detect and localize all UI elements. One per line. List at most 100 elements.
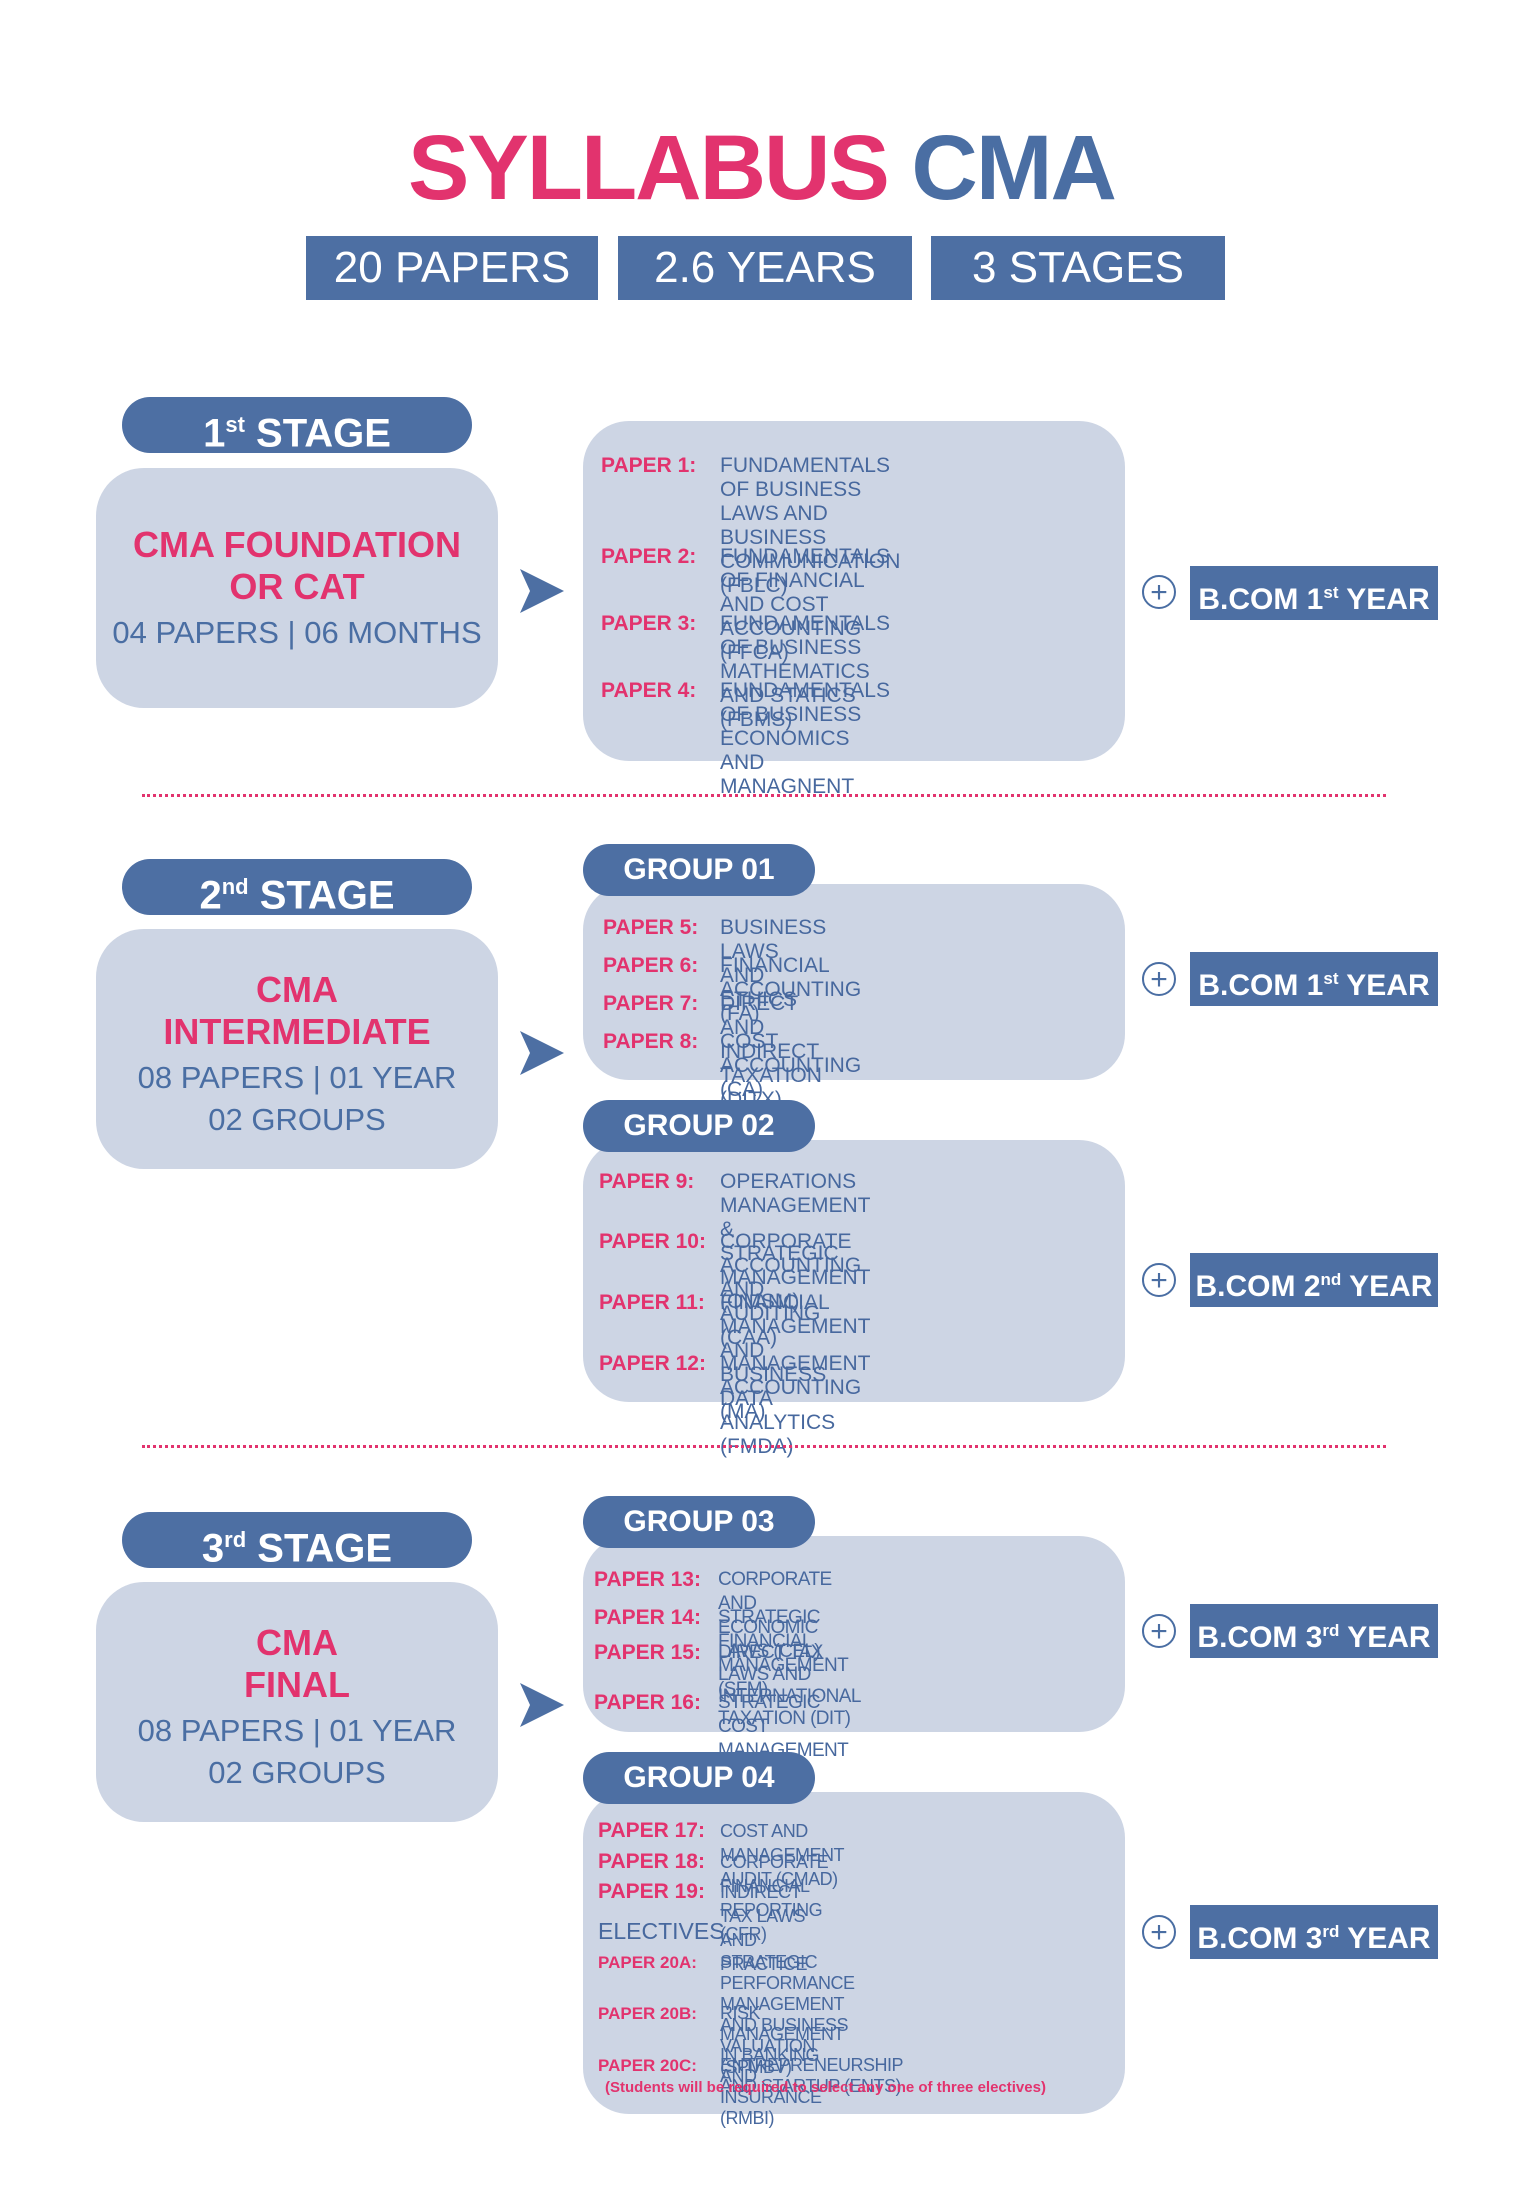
stage-3-sup: rd <box>224 1527 247 1552</box>
paper-title: DIRECT TAX LAWS AND INTERNATIONAL TAXATI… <box>718 1642 861 1729</box>
stage-3-sub-1: 08 PAPERS | 01 YEAR <box>137 1713 457 1748</box>
bcom-sup: st <box>1323 969 1339 988</box>
stage-2-sub-1: 08 PAPERS | 01 YEAR <box>137 1060 457 1095</box>
stage-2-num: 2 <box>199 873 222 918</box>
stage-3-word: STAGE <box>257 1526 393 1571</box>
stage-3-num: 3 <box>201 1526 225 1571</box>
paper-title: COST ACCOUNTING (CA) <box>720 1030 862 1101</box>
paper-title: MANAGEMENT ACCOUNTING (MA) <box>720 1352 871 1423</box>
paper-label: PAPER 14: <box>594 1606 701 1629</box>
bcom-year: YEAR <box>1339 1621 1431 1654</box>
bcom-year: YEAR <box>1341 1270 1433 1303</box>
paper-title: INDIRECT TAX LAWS AND PRACTICE <box>720 1882 808 1974</box>
paper-title: CORPORATE AND ECONOMIC LAWS (CEL) <box>718 1569 832 1662</box>
paper-label: PAPER 9: <box>599 1170 695 1193</box>
section-divider <box>142 794 1386 797</box>
paper-label: PAPER 16: <box>594 1691 701 1714</box>
stage-1-pill: 1st STAGE <box>122 397 472 456</box>
stage-1-word: STAGE <box>256 411 391 456</box>
paper-label: PAPER 4: <box>601 679 697 702</box>
stage-3-pill: 3rd STAGE <box>122 1512 472 1571</box>
tag-stages: 3 STAGES <box>931 236 1225 300</box>
stage-2-sub-2: 02 GROUPS <box>208 1102 386 1137</box>
group-03-label: GROUP 03 <box>583 1496 815 1548</box>
paper-label: PAPER 2: <box>601 545 697 568</box>
stage-3-sub-2: 02 GROUPS <box>208 1755 386 1790</box>
stage-1-box: CMA FOUNDATION OR CAT 04 PAPERS | 06 MON… <box>96 468 498 708</box>
stage-3-heading-1: CMA <box>256 1622 338 1663</box>
paper-title: FUNDAMENTALS OF BUSINESS MATHEMATICS AND… <box>720 612 890 731</box>
paper-label: PAPER 13: <box>594 1568 701 1591</box>
tag-years: 2.6 YEARS <box>618 236 912 300</box>
bcom-text: B.COM 1 <box>1198 969 1324 1002</box>
bcom-text: B.COM 2 <box>1195 1270 1321 1303</box>
stage-3-heading-2: FINAL <box>244 1664 350 1705</box>
tag-papers: 20 PAPERS <box>306 236 598 300</box>
bcom-year: YEAR <box>1339 1922 1431 1955</box>
paper-label: PAPER 18: <box>598 1850 705 1873</box>
paper-label: PAPER 8: <box>603 1030 699 1053</box>
stage-3-box: CMA FINAL 08 PAPERS | 01 YEAR 02 GROUPS <box>96 1582 498 1822</box>
bcom-year-badge: B.COM 1st YEAR <box>1190 952 1438 1006</box>
group-02-box: PAPER 9: OPERATIONS MANAGEMENT & STRATEG… <box>583 1140 1125 1458</box>
paper-label: PAPER 11: <box>599 1291 705 1314</box>
paper-title: CORPORATE FINANCIAL REPORTING (CFR) <box>720 1852 829 1944</box>
page-title: SYLLABUS CMA <box>0 118 1523 218</box>
stage-2-word: STAGE <box>259 873 395 918</box>
bcom-text: B.COM 1 <box>1198 583 1324 616</box>
electives-note: (Students will be required to select any… <box>605 2079 1046 2096</box>
paper-label: PAPER 12: <box>599 1352 706 1375</box>
paper-label: PAPER 1: <box>601 454 697 477</box>
plus-icon: + <box>1142 1614 1176 1648</box>
bcom-sup: rd <box>1322 1621 1340 1640</box>
stage-2-heading-1: CMA <box>256 969 338 1010</box>
arrow-icon <box>520 569 564 613</box>
stage-1-papers-box: PAPER 1: FUNDAMENTALS OF BUSINESS LAWS A… <box>583 421 1125 798</box>
paper-title: RISK MANAGEMENT IN BANKING AND INSURANCE… <box>720 2003 844 2128</box>
section-divider <box>142 1445 1386 1448</box>
paper-label: PAPER 15: <box>594 1641 701 1664</box>
bcom-year: YEAR <box>1338 969 1430 1002</box>
group-04-box: PAPER 17: COST AND MANAGEMENT AUDIT (CMA… <box>583 1792 1125 2128</box>
stage-1-sup: st <box>225 412 245 437</box>
paper-label: PAPER 19: <box>598 1880 705 1903</box>
bcom-sup: st <box>1323 583 1339 602</box>
arrow-icon <box>520 1683 564 1727</box>
paper-label: PAPER 20A: <box>598 1953 697 1972</box>
group-02-label: GROUP 02 <box>583 1100 815 1152</box>
stage-1-sub: 04 PAPERS | 06 MONTHS <box>112 615 482 650</box>
paper-label: PAPER 6: <box>603 954 699 977</box>
paper-label: PAPER 20C: <box>598 2056 697 2075</box>
paper-label: PAPER 7: <box>603 992 699 1015</box>
bcom-year-badge: B.COM 2nd YEAR <box>1190 1253 1438 1307</box>
paper-title: BUSINESS LAWS AND ETHICS <box>720 916 827 1011</box>
bcom-year: YEAR <box>1338 583 1430 616</box>
bcom-text: B.COM 3 <box>1197 1621 1323 1654</box>
group-01-box: PAPER 5: BUSINESS LAWS AND ETHICS PAPER … <box>583 884 1125 1111</box>
paper-label: PAPER 17: <box>598 1819 705 1842</box>
bcom-sup: nd <box>1320 1270 1342 1289</box>
group-01-label: GROUP 01 <box>583 844 815 896</box>
paper-label: PAPER 10: <box>599 1230 706 1253</box>
stage-2-sup: nd <box>221 874 249 899</box>
paper-title: ENTREPRENEURSHIP AND STARTUP (ENTS) <box>720 2055 903 2096</box>
paper-title: FINANCIAL ACCOUNTING (FA) <box>720 954 862 1025</box>
paper-title: STRATEGIC PERFORMANCE MANAGEMENT AND BUS… <box>720 1952 855 2077</box>
bcom-year-badge: B.COM 3rd YEAR <box>1190 1905 1438 1959</box>
paper-title: CORPORATE ACCOUNTING AND AUDITING (CAA) <box>720 1230 862 1349</box>
stage-1-num: 1 <box>203 411 226 456</box>
stage-2-heading-2: INTERMEDIATE <box>163 1011 431 1052</box>
arrow-icon <box>520 1031 564 1075</box>
plus-icon: + <box>1142 575 1176 609</box>
paper-title: FINANCIAL MANAGEMENT AND BUSINESS DATA A… <box>720 1291 871 1458</box>
paper-title: FUNDAMENTALS OF BUSINESS LAWS AND BUSINE… <box>720 454 901 597</box>
paper-label: PAPER 5: <box>603 916 699 939</box>
plus-icon: + <box>1142 962 1176 996</box>
group-03-box: PAPER 13: CORPORATE AND ECONOMIC LAWS (C… <box>583 1536 1125 1785</box>
bcom-year-badge: B.COM 3rd YEAR <box>1190 1604 1438 1658</box>
title-cma: CMA <box>911 117 1117 219</box>
bcom-year-badge: B.COM 1st YEAR <box>1190 566 1438 620</box>
paper-title: OPERATIONS MANAGEMENT & STRATEGIC MANAGE… <box>720 1170 871 1313</box>
title-syllabus: SYLLABUS <box>408 117 890 219</box>
paper-title: STRATEGIC FINANCIAL MANAGEMENT (SFM) <box>718 1607 848 1700</box>
